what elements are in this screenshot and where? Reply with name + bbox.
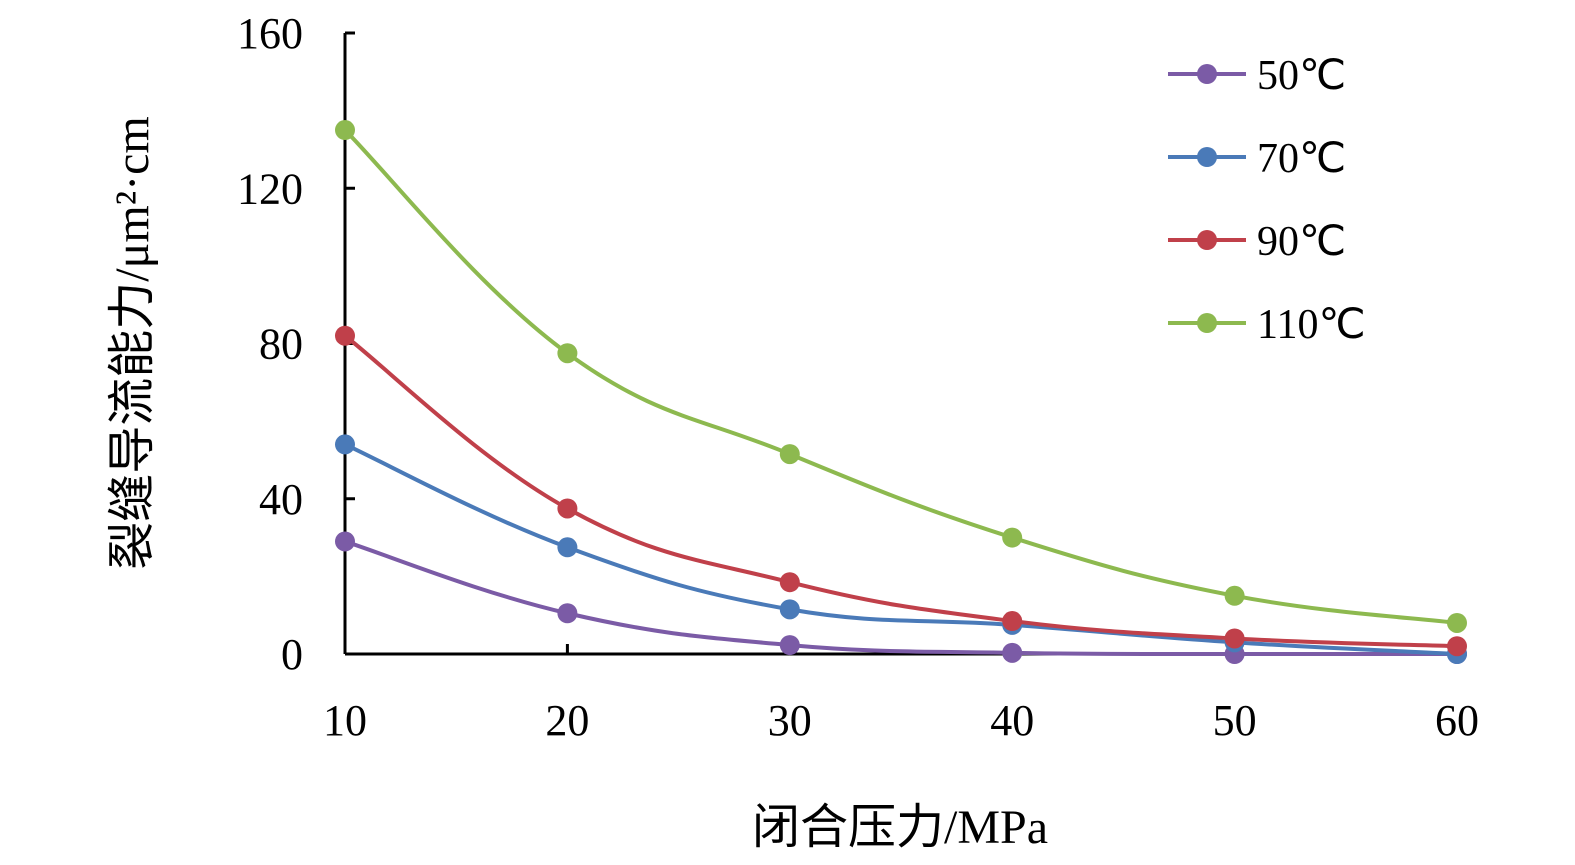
series-line <box>343 128 1458 625</box>
x-tick-label: 50 <box>1213 696 1257 745</box>
legend: 50℃ 70℃ 90℃ 110℃ <box>1168 53 1366 348</box>
data-point <box>779 599 800 620</box>
data-point <box>779 572 800 593</box>
x-tick-label: 10 <box>323 696 367 745</box>
series-line <box>344 539 1458 657</box>
data-point <box>1224 585 1245 606</box>
data-point <box>1002 611 1023 632</box>
data-point <box>335 325 355 346</box>
data-point <box>557 498 578 519</box>
x-tick-label: 60 <box>1435 696 1479 745</box>
data-point <box>335 531 355 552</box>
x-tick-label: 30 <box>768 696 812 745</box>
legend-item: 90℃ <box>1168 219 1346 265</box>
data-point <box>335 120 355 141</box>
legend-marker <box>1197 147 1217 167</box>
legend-item: 70℃ <box>1168 136 1346 182</box>
legend-item: 50℃ <box>1168 53 1346 99</box>
series-layer <box>335 120 1467 664</box>
axes: 0 40 80 120 160 10 20 30 40 50 60 <box>237 9 1479 745</box>
data-point <box>557 537 578 558</box>
legend-marker <box>1197 313 1217 333</box>
data-point <box>1447 636 1467 657</box>
series-line <box>343 334 1458 649</box>
series-2 <box>335 325 1467 657</box>
legend-marker <box>1197 64 1217 84</box>
x-tick-label: 20 <box>545 696 589 745</box>
legend-marker <box>1197 230 1217 250</box>
data-point <box>779 635 800 656</box>
data-point <box>1002 642 1023 663</box>
data-point <box>1224 628 1245 649</box>
data-point <box>1002 527 1023 548</box>
y-tick-label: 160 <box>237 9 303 58</box>
legend-label: 50℃ <box>1257 53 1346 99</box>
series-line <box>344 442 1458 656</box>
data-point <box>335 434 355 455</box>
y-axis-title: 裂缝导流能力/μm²·cm <box>106 116 159 569</box>
data-point <box>557 603 578 624</box>
legend-label: 70℃ <box>1257 136 1346 182</box>
y-tick-label: 80 <box>259 320 303 369</box>
series-3 <box>335 120 1467 633</box>
legend-item: 110℃ <box>1168 302 1366 348</box>
data-point <box>779 444 800 465</box>
y-tick-label: 40 <box>259 475 303 524</box>
x-axis-title: 闭合压力/MPa <box>752 801 1048 854</box>
y-tick-label: 120 <box>237 164 303 213</box>
x-tick-label: 40 <box>990 696 1034 745</box>
legend-label: 90℃ <box>1257 219 1346 265</box>
legend-label: 110℃ <box>1257 302 1366 348</box>
y-tick-label: 0 <box>281 630 303 679</box>
data-point <box>1447 612 1467 633</box>
data-point <box>557 343 578 364</box>
